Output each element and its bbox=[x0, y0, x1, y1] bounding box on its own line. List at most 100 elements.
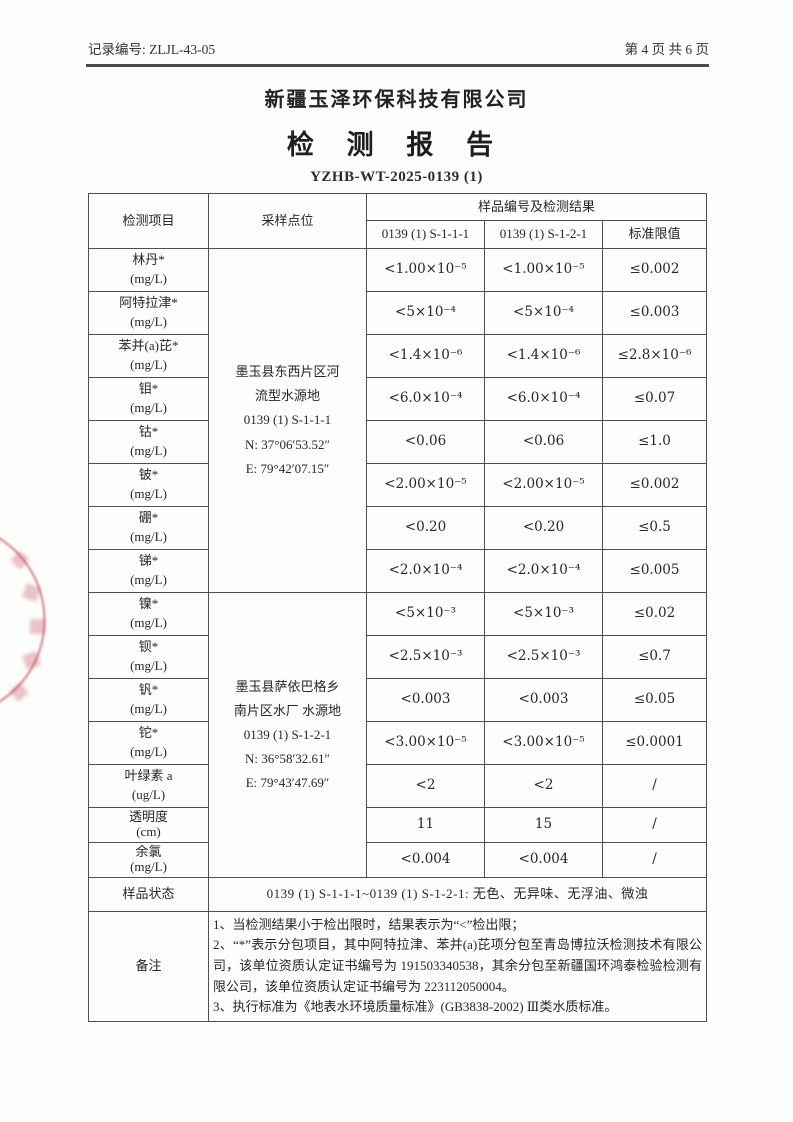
header-results-group: 样品编号及检测结果 bbox=[365, 193, 708, 221]
record-number: 记录编号: ZLJL-43-05 bbox=[88, 42, 216, 57]
param-cell: 阿特拉津* (mg/L) bbox=[88, 291, 209, 335]
standard-limit: ≤0.002 bbox=[601, 463, 708, 507]
param-name: 钴* bbox=[138, 424, 159, 440]
param-unit: (mg/L) bbox=[130, 744, 167, 759]
header-sample-2: 0139 (1) S-1-2-1 bbox=[484, 220, 603, 249]
sampling-point-line: 流型水源地 bbox=[254, 388, 320, 404]
standard-limit: ≤0.02 bbox=[601, 592, 708, 636]
result-sample2: 15 bbox=[484, 807, 603, 843]
remark-line-1: 1、当检测结果小于检出限时，结果表示为“<”检出限； bbox=[213, 916, 525, 932]
results-table: 检测项目 采样点位 样品编号及检测结果 0139 (1) S-1-1-1 013… bbox=[88, 193, 708, 1022]
sample-state-row: 样品状态 0139 (1) S-1-1-1~0139 (1) S-1-2-1: … bbox=[88, 876, 708, 912]
sampling-point-line: 0139 (1) S-1-1-1 bbox=[243, 412, 332, 428]
param-unit: (mg/L) bbox=[130, 357, 167, 372]
page-number: 第 4 页 共 6 页 bbox=[624, 42, 709, 57]
result-sample2: <3.00×10⁻⁵ bbox=[484, 721, 603, 765]
sampling-point-line: 0139 (1) S-1-2-1 bbox=[243, 726, 332, 742]
sampling-point-line: E: 79°42′07.15″ bbox=[245, 460, 330, 476]
remark-line-3: 3、执行标准为《地表水环境质量标准》(GB3838-2002) Ⅲ类水质标准。 bbox=[213, 999, 618, 1015]
title-block: 新疆玉泽环保科技有限公司 检 测 报 告 YZHB-WT-2025-0139 (… bbox=[0, 67, 793, 186]
page-header: 记录编号: ZLJL-43-05 第 4 页 共 6 页 bbox=[0, 0, 793, 64]
seal-text-fragment bbox=[30, 619, 45, 634]
standard-limit: ≤2.8×10⁻⁶ bbox=[601, 334, 708, 378]
param-name: 钼* bbox=[138, 381, 159, 397]
result-sample1: <2 bbox=[366, 764, 485, 808]
param-unit: (mg/L) bbox=[130, 658, 167, 673]
param-name: 锑* bbox=[138, 553, 159, 569]
result-sample1: <2.5×10⁻³ bbox=[366, 635, 485, 679]
param-cell: 钡* (mg/L) bbox=[88, 635, 209, 679]
param-unit: (mg/L) bbox=[130, 443, 167, 458]
report-title: 检 测 报 告 bbox=[286, 130, 507, 160]
result-sample2: <0.06 bbox=[484, 420, 603, 464]
table-row: 钼* (mg/L) <6.0×10⁻⁴ <6.0×10⁻⁴ ≤0.07 bbox=[88, 377, 708, 421]
param-name: 透明度 bbox=[128, 809, 168, 824]
result-sample2: <0.20 bbox=[484, 506, 603, 550]
param-name: 余氯 bbox=[135, 843, 162, 859]
result-sample2: <2 bbox=[484, 764, 603, 808]
sampling-point-line: 南片区水厂 水源地 bbox=[233, 702, 342, 718]
standard-limit: ≤0.07 bbox=[601, 377, 708, 421]
param-name: 林丹* bbox=[132, 252, 165, 268]
param-unit: (ug/L) bbox=[131, 787, 166, 802]
result-sample1: <0.003 bbox=[366, 678, 485, 722]
result-sample1: <5×10⁻⁴ bbox=[366, 291, 485, 335]
result-sample1: <2.0×10⁻⁴ bbox=[366, 549, 485, 593]
remarks-row: 备注 1、当检测结果小于检出限时，结果表示为“<”检出限； 2、“*”表示分包项… bbox=[88, 910, 708, 1022]
result-sample2: <2.5×10⁻³ bbox=[484, 635, 603, 679]
sample-state-label: 样品状态 bbox=[88, 876, 209, 912]
param-name: 硼* bbox=[138, 510, 159, 526]
standard-limit: ≤0.7 bbox=[601, 635, 708, 679]
result-sample1: <2.00×10⁻⁵ bbox=[366, 463, 485, 507]
red-seal-stamp bbox=[0, 522, 46, 718]
standard-limit: ≤0.002 bbox=[601, 248, 708, 292]
result-sample1: <0.20 bbox=[366, 506, 485, 550]
header-sampling-point: 采样点位 bbox=[208, 193, 367, 249]
table-row: 钡* (mg/L) <2.5×10⁻³ <2.5×10⁻³ ≤0.7 bbox=[88, 635, 708, 679]
param-unit: (mg/L) bbox=[130, 858, 167, 874]
table-row: 阿特拉津* (mg/L) <5×10⁻⁴ <5×10⁻⁴ ≤0.003 bbox=[88, 291, 708, 335]
sampling-point-cell-2: 墨玉县萨依巴格乡 南片区水厂 水源地 0139 (1) S-1-2-1 N: 3… bbox=[208, 592, 367, 878]
table-header-row-1: 检测项目 采样点位 样品编号及检测结果 bbox=[88, 193, 708, 249]
standard-limit: ≤0.003 bbox=[601, 291, 708, 335]
param-cell: 铊* (mg/L) bbox=[88, 721, 209, 765]
param-unit: (mg/L) bbox=[130, 701, 167, 716]
seal-text-fragment bbox=[21, 582, 42, 603]
result-sample2: <6.0×10⁻⁴ bbox=[484, 377, 603, 421]
table-row: 透明度 (cm) 11 15 / bbox=[88, 807, 708, 843]
seal-text-fragment bbox=[10, 550, 30, 570]
param-cell: 钴* (mg/L) bbox=[88, 420, 209, 464]
header-limit: 标准限值 bbox=[601, 220, 708, 249]
result-sample1: <0.06 bbox=[366, 420, 485, 464]
table-row: 余氯 (mg/L) <0.004 <0.004 / bbox=[88, 841, 708, 878]
result-sample1: <0.004 bbox=[366, 841, 485, 878]
param-name: 镍* bbox=[138, 596, 159, 612]
param-cell: 透明度 (cm) bbox=[88, 807, 209, 843]
standard-limit: ≤0.5 bbox=[601, 506, 708, 550]
result-sample2: <1.00×10⁻⁵ bbox=[484, 248, 603, 292]
table-row: 铊* (mg/L) <3.00×10⁻⁵ <3.00×10⁻⁵ ≤0.0001 bbox=[88, 721, 708, 765]
result-sample1: <1.4×10⁻⁶ bbox=[366, 334, 485, 378]
sampling-point-line: N: 37°06′53.52″ bbox=[245, 436, 330, 452]
param-cell: 铍* (mg/L) bbox=[88, 463, 209, 507]
param-unit: (mg/L) bbox=[130, 615, 167, 630]
result-sample2: <0.004 bbox=[484, 841, 603, 878]
result-sample2: <2.0×10⁻⁴ bbox=[484, 549, 603, 593]
remark-line-2: 2、“*”表示分包项目，其中阿特拉津、苯并(a)芘项分包至青岛博拉沃检测技术有限… bbox=[213, 937, 703, 994]
param-name: 苯并(a)芘* bbox=[118, 338, 179, 354]
standard-limit: ≤0.0001 bbox=[601, 721, 708, 765]
standard-limit: ≤0.05 bbox=[601, 678, 708, 722]
remarks-label: 备注 bbox=[88, 910, 209, 1022]
result-sample2: <2.00×10⁻⁵ bbox=[484, 463, 603, 507]
result-sample2: <5×10⁻⁴ bbox=[484, 291, 603, 335]
param-cell: 硼* (mg/L) bbox=[88, 506, 209, 550]
param-name: 铍* bbox=[138, 467, 159, 483]
table-row: 钒* (mg/L) <0.003 <0.003 ≤0.05 bbox=[88, 678, 708, 722]
table-row: 硼* (mg/L) <0.20 <0.20 ≤0.5 bbox=[88, 506, 708, 550]
result-sample1: <1.00×10⁻⁵ bbox=[366, 248, 485, 292]
param-name: 钡* bbox=[138, 639, 159, 655]
result-sample1: <3.00×10⁻⁵ bbox=[366, 721, 485, 765]
param-cell: 镍* (mg/L) bbox=[88, 592, 209, 636]
report-number: YZHB-WT-2025-0139 (1) bbox=[310, 169, 483, 185]
